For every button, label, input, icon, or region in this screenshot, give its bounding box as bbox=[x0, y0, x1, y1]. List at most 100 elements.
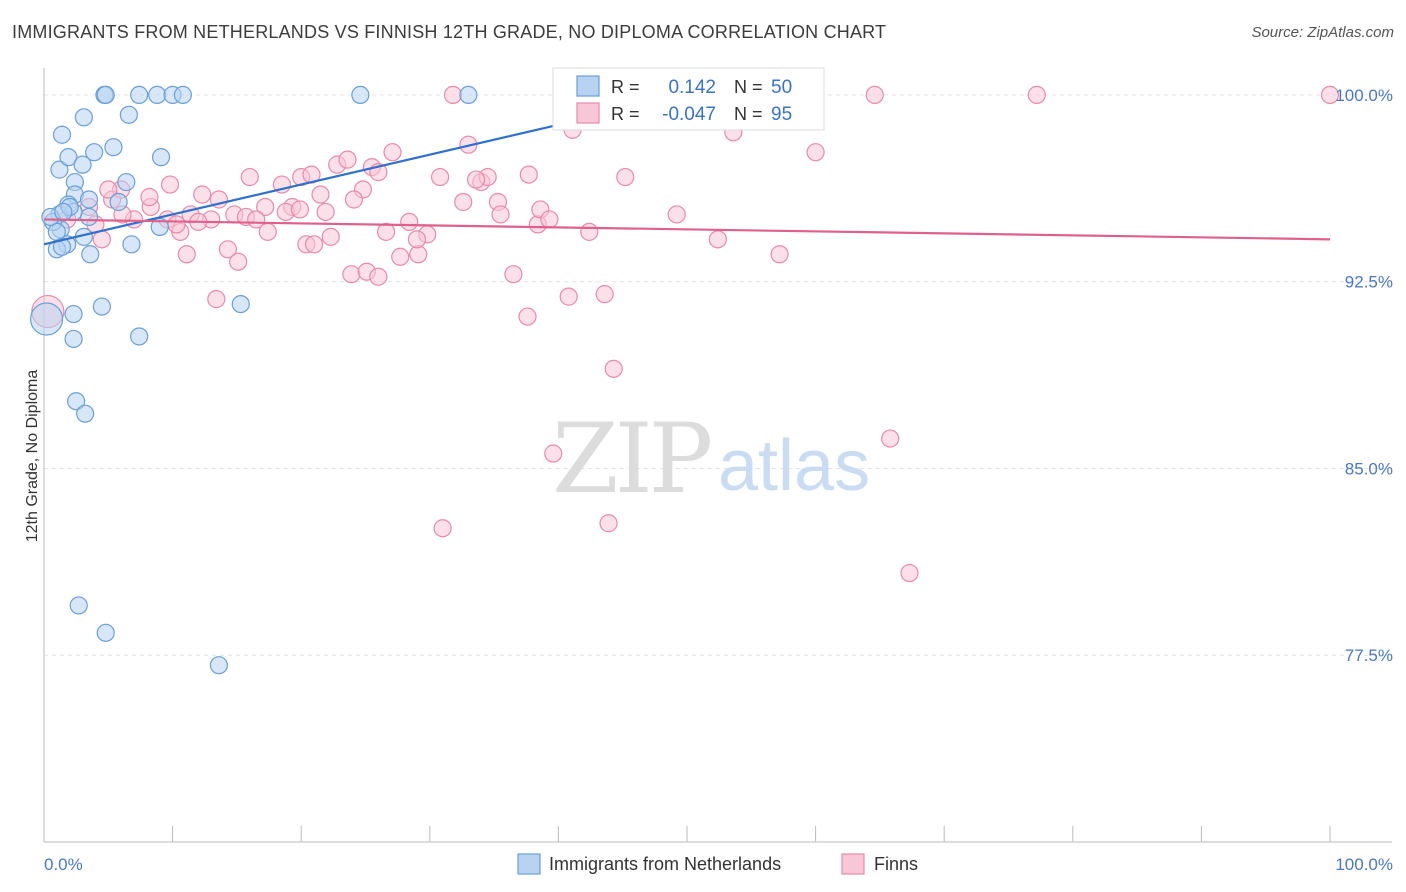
finns-point bbox=[99, 180, 118, 199]
finns-point bbox=[491, 205, 510, 224]
finns-point bbox=[667, 205, 686, 224]
y-tick-label: 85.0% bbox=[1345, 459, 1393, 478]
netherlands-point bbox=[122, 235, 141, 254]
finns-point bbox=[167, 215, 186, 234]
x-tick-label: 100.0% bbox=[1335, 855, 1393, 874]
netherlands-point bbox=[173, 85, 192, 105]
legend-n-value: 50 bbox=[771, 77, 792, 98]
netherlands-point bbox=[59, 148, 78, 167]
finns-point bbox=[400, 212, 419, 232]
netherlands-point bbox=[85, 143, 104, 162]
watermark-zip: ZIP bbox=[552, 403, 711, 515]
finns-point bbox=[599, 514, 618, 533]
netherlands-point bbox=[231, 294, 250, 314]
finns-point bbox=[342, 265, 361, 284]
finns-point bbox=[504, 265, 523, 284]
y-axis-label: 12th Grade, No Diploma bbox=[24, 370, 41, 543]
finns-point bbox=[177, 245, 196, 264]
finns-point bbox=[544, 444, 563, 463]
finns-point bbox=[519, 165, 538, 184]
finns-point bbox=[604, 359, 623, 378]
netherlands-point bbox=[50, 160, 69, 179]
finns-point bbox=[466, 170, 486, 189]
netherlands-point bbox=[130, 85, 149, 105]
finns-point bbox=[193, 185, 212, 204]
netherlands-point bbox=[104, 138, 123, 157]
finns-point bbox=[540, 210, 559, 229]
legend-row-netherlands: R = 0.142 N = 50 bbox=[576, 75, 792, 98]
trend-lines bbox=[43, 123, 1331, 246]
netherlands-point bbox=[69, 596, 88, 615]
y-tick-label: 92.5% bbox=[1345, 273, 1393, 292]
finns-point bbox=[595, 285, 614, 304]
netherlands-point bbox=[148, 85, 167, 105]
series-legend-label-finns: Finns bbox=[874, 854, 918, 874]
finns-point bbox=[881, 429, 900, 448]
netherlands-point bbox=[73, 155, 92, 174]
finns-point bbox=[240, 167, 259, 187]
finns-point bbox=[454, 192, 473, 212]
finns-point bbox=[218, 240, 237, 259]
legend-r-label: R = bbox=[611, 77, 640, 97]
netherlands-point bbox=[76, 404, 95, 423]
source-credit: Source: ZipAtlas.com bbox=[1251, 24, 1394, 41]
finns-point bbox=[407, 230, 427, 249]
netherlands-point bbox=[209, 656, 228, 675]
legend-swatch-finns bbox=[576, 102, 600, 124]
finns-point bbox=[900, 563, 919, 583]
legend-box: R = 0.142 N = 50 R = -0.047 N = 95 bbox=[552, 67, 825, 131]
finns-point bbox=[207, 290, 226, 309]
netherlands-trend-line bbox=[43, 123, 559, 246]
legend-n-value: 95 bbox=[771, 104, 792, 125]
series-legend: Immigrants from Netherlands Finns bbox=[517, 853, 918, 875]
finns-point bbox=[338, 150, 357, 169]
finns-point bbox=[391, 247, 410, 266]
netherlands-point bbox=[67, 392, 86, 411]
finns-point bbox=[92, 230, 111, 249]
finns-point bbox=[1320, 85, 1340, 105]
y-tick-label: 77.5% bbox=[1345, 646, 1393, 665]
finns-point bbox=[290, 200, 310, 219]
watermark: ZIP atlas bbox=[552, 403, 870, 515]
netherlands-point bbox=[119, 105, 138, 124]
netherlands-point bbox=[52, 125, 72, 144]
legend-n-label: N = bbox=[734, 77, 763, 97]
finns-point bbox=[256, 197, 275, 217]
finns-point bbox=[708, 230, 727, 249]
netherlands-point bbox=[29, 302, 64, 336]
finns-point bbox=[430, 167, 450, 187]
axes bbox=[43, 68, 1392, 843]
chart-title: IMMIGRANTS FROM NETHERLANDS VS FINNISH 1… bbox=[12, 22, 887, 42]
finns-point bbox=[770, 245, 789, 264]
watermark-atlas: atlas bbox=[718, 426, 870, 506]
finns-point bbox=[1027, 85, 1046, 105]
netherlands-point bbox=[117, 172, 136, 192]
netherlands-point bbox=[459, 85, 478, 105]
finns-point bbox=[806, 143, 825, 162]
netherlands-point bbox=[64, 304, 83, 324]
finns-point bbox=[344, 190, 364, 209]
finns-point bbox=[247, 210, 266, 229]
netherlands-point bbox=[81, 245, 100, 264]
legend-r-label: R = bbox=[611, 104, 640, 124]
finns-point bbox=[369, 267, 388, 286]
netherlands-point bbox=[64, 329, 83, 349]
finns-point bbox=[321, 227, 340, 246]
netherlands-point bbox=[74, 108, 93, 127]
finns-point bbox=[559, 287, 578, 306]
netherlands-point bbox=[54, 202, 73, 222]
finns-point bbox=[140, 187, 159, 207]
series-legend-label-netherlands: Immigrants from Netherlands bbox=[549, 854, 781, 874]
netherlands-point bbox=[92, 297, 111, 316]
legend-row-finns: R = -0.047 N = 95 bbox=[576, 102, 792, 125]
legend-r-value: 0.142 bbox=[668, 77, 716, 98]
y-tick-label: 100.0% bbox=[1335, 86, 1393, 105]
netherlands-point bbox=[96, 623, 115, 642]
finns-point bbox=[580, 222, 599, 241]
finns-point bbox=[383, 143, 402, 162]
finns-point bbox=[160, 175, 180, 194]
legend-r-value: -0.047 bbox=[662, 104, 716, 125]
series-legend-swatch-finns bbox=[841, 853, 865, 875]
finns-point bbox=[865, 85, 884, 105]
